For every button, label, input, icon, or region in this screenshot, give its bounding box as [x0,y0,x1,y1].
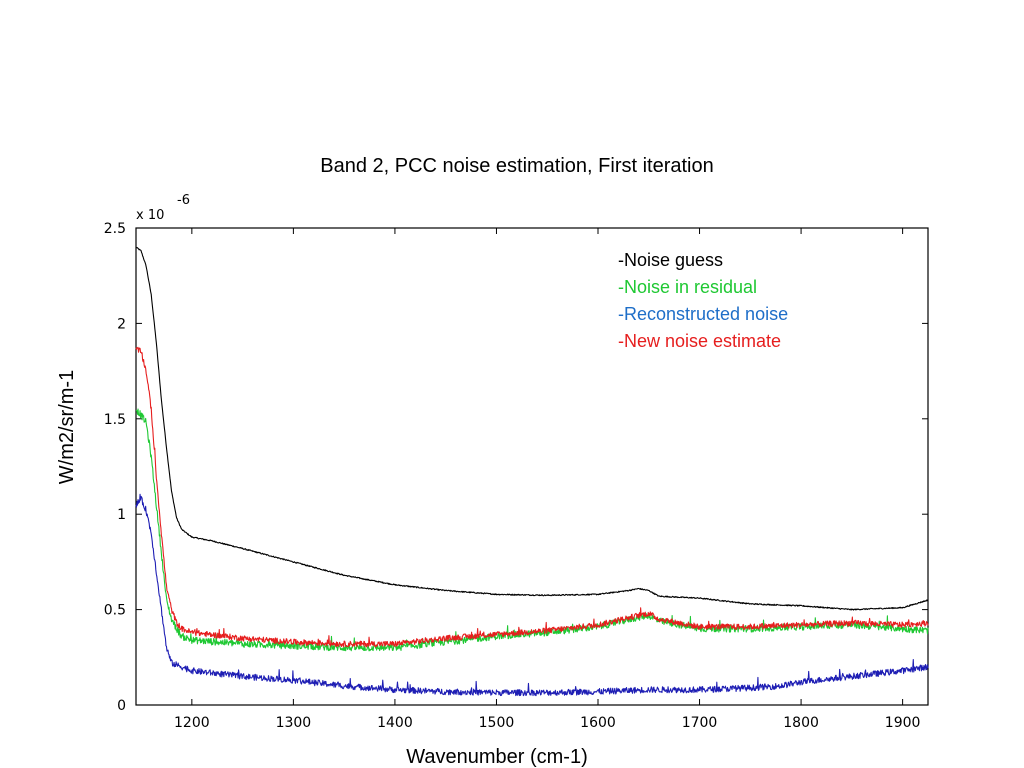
series-line-2 [135,493,929,697]
axis-ticks: 1200 1300 1400 1500 1600 1700 1800 1900 0 0.5 1 1.5… [104,221,928,731]
y-tick-label: 1 [117,507,126,523]
series-line-1 [135,408,929,652]
y-multiplier-exponent: -6 [177,193,190,208]
legend: -Noise guess -Noise in residual -Reconstru… [618,250,788,351]
y-tick-label: 0.5 [104,603,126,619]
x-tick-label: 1200 [174,715,210,731]
x-tick-label: 1700 [682,715,718,731]
legend-entry: -Reconstructed noise [618,304,788,324]
y-multiplier-base: x 10 [136,208,164,223]
y-tick-label: 1.5 [104,412,126,428]
y-multiplier: x 10 -6 [136,193,190,223]
legend-entry: -Noise in residual [618,277,757,297]
x-tick-label: 1400 [377,715,413,731]
x-tick-label: 1600 [580,715,616,731]
legend-entry: -New noise estimate [618,331,781,351]
plot-frame [135,227,929,706]
series-line-3 [135,346,929,648]
x-tick-label: 1300 [276,715,312,731]
y-tick-label: 2 [117,316,126,332]
x-tick-label: 1500 [479,715,515,731]
series-lines [135,246,929,697]
y-tick-label: 0 [117,698,126,714]
y-tick-label: 2.5 [104,221,126,237]
x-axis-label: Wavenumber (cm-1) [406,746,588,768]
x-tick-label: 1900 [885,715,921,731]
chart-title: Band 2, PCC noise estimation, First iter… [320,155,714,177]
y-axis-label: W/m2/sr/m-1 [56,370,78,484]
x-tick-label: 1800 [783,715,819,731]
legend-entry: -Noise guess [618,250,723,270]
series-line-0 [135,246,929,611]
